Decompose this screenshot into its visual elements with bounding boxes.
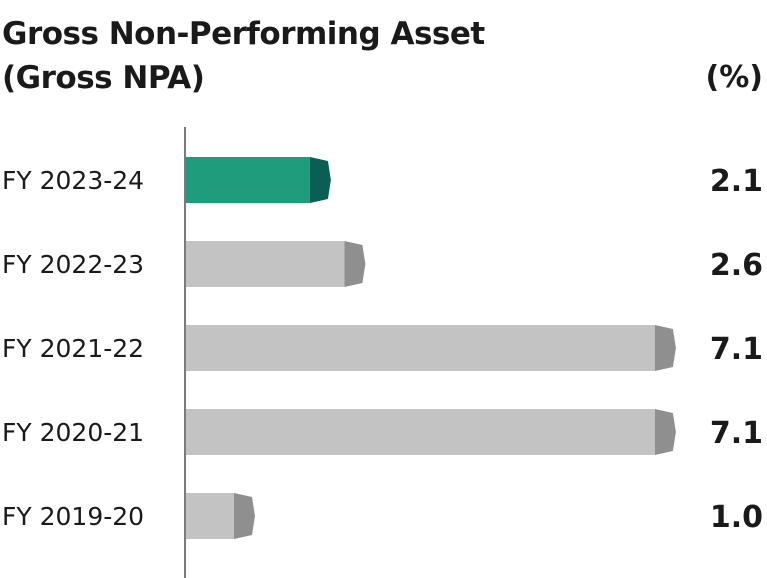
bar-fy-2019-20: [186, 493, 234, 539]
value-label: 2.1: [710, 164, 763, 199]
value-label: 7.1: [710, 332, 763, 367]
category-label: FY 2022-23: [2, 250, 144, 279]
bar-fy-2021-22: [186, 325, 655, 371]
category-label: FY 2021-22: [2, 334, 144, 363]
category-label: FY 2023-24: [2, 166, 144, 195]
chart-title-line-1: Gross Non-Performing Asset: [2, 16, 485, 52]
bar-cap-fy-2021-22: [654, 325, 676, 371]
chart-title: Gross Non-Performing Asset (Gross NPA): [2, 12, 485, 100]
value-label: 7.1: [710, 416, 763, 451]
bars-layer: FY 2023-24 2.1 FY 2022-23 2.6 FY 2021-22 7.1 F…: [2, 157, 763, 539]
bar-cap-fy-2020-21: [654, 409, 676, 455]
value-label: 1.0: [710, 500, 763, 535]
bar-fy-2023-24: [186, 157, 310, 203]
category-label: FY 2020-21: [2, 418, 144, 447]
bar-fy-2022-23: [186, 241, 345, 287]
bar-cap-fy-2022-23: [344, 241, 366, 287]
bar-cap-fy-2019-20: [234, 493, 255, 539]
chart-title-line-2: (Gross NPA): [2, 60, 205, 96]
unit-label: (%): [705, 60, 763, 95]
bar-fy-2020-21: [186, 409, 655, 455]
value-label: 2.6: [710, 248, 763, 283]
category-label: FY 2019-20: [2, 502, 144, 531]
bar-cap-fy-2023-24: [309, 157, 331, 203]
